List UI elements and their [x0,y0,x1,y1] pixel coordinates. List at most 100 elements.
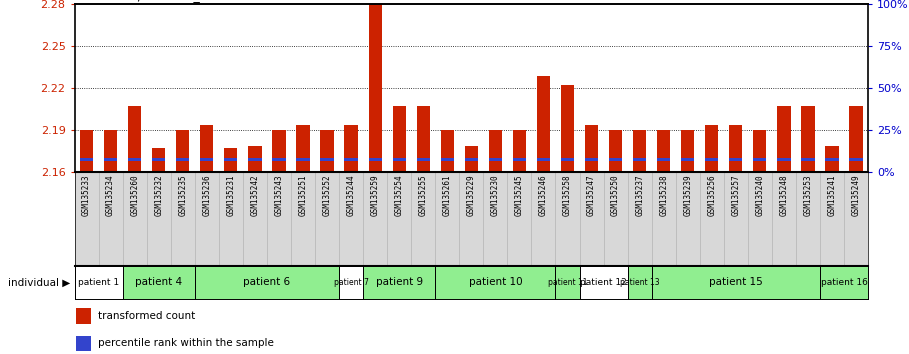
Text: GSM135242: GSM135242 [250,175,259,216]
Text: GSM135245: GSM135245 [514,175,524,216]
Text: GSM135234: GSM135234 [106,175,115,216]
Bar [80,130,94,172]
Bar [368,4,382,172]
Bar [513,130,526,172]
Bar [609,130,623,172]
Text: GSM135240: GSM135240 [755,175,764,216]
Text: patient 6: patient 6 [244,277,291,287]
Bar [104,158,117,161]
Bar [225,158,237,161]
Bar [345,158,358,161]
Text: patient 13: patient 13 [620,278,659,287]
Bar [368,158,382,161]
Bar [200,158,214,161]
Text: patient 7: patient 7 [334,278,368,287]
Bar [754,158,766,161]
Bar [393,158,405,161]
Text: patient 10: patient 10 [468,277,522,287]
Text: GSM135230: GSM135230 [491,175,500,216]
Bar [416,106,430,172]
Text: GSM135256: GSM135256 [707,175,716,216]
Bar [657,158,670,161]
Bar [825,158,839,161]
Text: GDS2416 / 231606_at: GDS2416 / 231606_at [75,0,212,2]
Text: GSM135231: GSM135231 [226,175,235,216]
Bar [176,130,189,172]
Text: GSM135252: GSM135252 [323,175,332,216]
Bar [435,266,555,299]
Text: GSM135255: GSM135255 [419,175,428,216]
Bar [561,158,574,161]
Text: GSM135251: GSM135251 [298,175,307,216]
Bar [537,76,550,172]
Text: GSM135260: GSM135260 [130,175,139,216]
Bar [123,266,195,299]
Bar [225,148,237,172]
Text: GSM135247: GSM135247 [587,175,596,216]
Bar [339,266,363,299]
Text: patient 1: patient 1 [78,278,119,287]
Text: patient 15: patient 15 [709,277,763,287]
Text: GSM135250: GSM135250 [611,175,620,216]
Bar [584,158,598,161]
Text: GSM135238: GSM135238 [659,175,668,216]
Bar [802,106,814,172]
Text: patient 16: patient 16 [821,278,867,287]
Bar [296,158,310,161]
Text: GSM135254: GSM135254 [395,175,404,216]
Bar [729,125,743,172]
Text: GSM135246: GSM135246 [539,175,548,216]
Bar [561,85,574,172]
Text: GSM135249: GSM135249 [852,175,861,216]
Bar [464,158,478,161]
Text: GSM135244: GSM135244 [346,175,355,216]
Bar [273,158,285,161]
Bar [152,158,165,161]
Bar [320,130,334,172]
Bar [633,130,646,172]
Bar [273,130,285,172]
Text: individual ▶: individual ▶ [8,277,70,287]
Bar [248,158,262,161]
Text: GSM135259: GSM135259 [371,175,380,216]
Text: GSM135258: GSM135258 [563,175,572,216]
Bar [657,130,670,172]
Bar [584,125,598,172]
Text: transformed count: transformed count [98,310,195,321]
Bar [609,158,623,161]
Bar [555,266,580,299]
Text: GSM135239: GSM135239 [684,175,693,216]
Text: GSM135241: GSM135241 [827,175,836,216]
Bar [820,266,868,299]
Bar [489,158,502,161]
Bar [754,130,766,172]
Bar [537,158,550,161]
Bar [802,158,814,161]
Text: GSM135257: GSM135257 [732,175,740,216]
Bar [441,130,454,172]
Bar [729,158,743,161]
Bar [849,158,863,161]
Bar [633,158,646,161]
Bar [416,158,430,161]
Bar [76,336,91,351]
Text: patient 4: patient 4 [135,277,183,287]
Text: GSM135253: GSM135253 [804,175,813,216]
Bar [104,130,117,172]
Bar [176,158,189,161]
Text: GSM135233: GSM135233 [82,175,91,216]
Bar [128,106,141,172]
Bar [152,148,165,172]
Bar [777,158,791,161]
Bar [345,125,358,172]
Bar [705,125,718,172]
Bar [248,147,262,172]
Bar [777,106,791,172]
Bar [849,106,863,172]
Text: patient 12: patient 12 [580,278,627,287]
Bar [363,266,435,299]
Text: GSM135229: GSM135229 [467,175,475,216]
Bar [195,266,339,299]
Bar [296,125,310,172]
Text: GSM135236: GSM135236 [203,175,211,216]
